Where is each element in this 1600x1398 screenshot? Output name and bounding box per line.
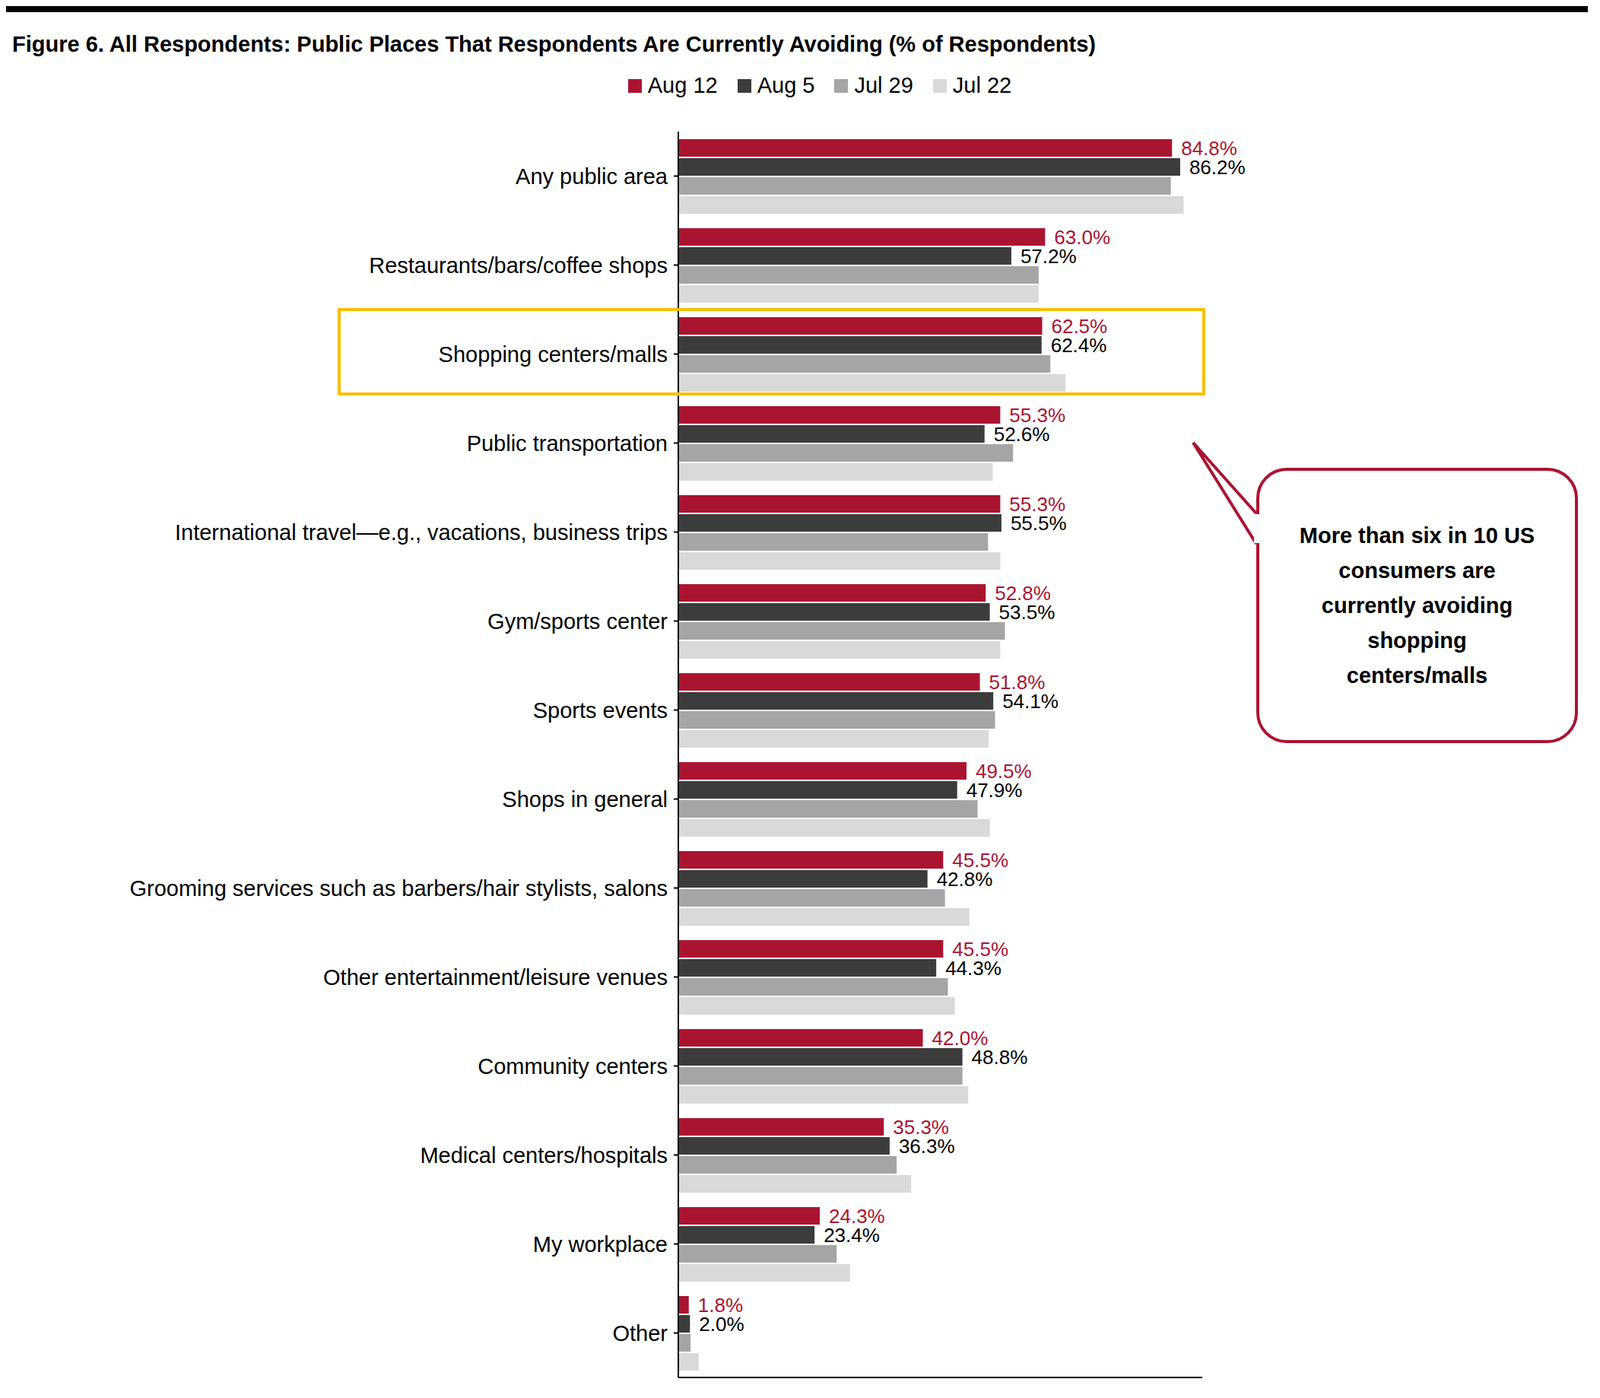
svg-text:24.3%: 24.3% — [828, 1204, 886, 1228]
svg-text:86.2%: 86.2% — [1189, 155, 1246, 179]
svg-text:Gym/sports center: Gym/sports center — [487, 609, 668, 634]
svg-text:51.8%: 51.8% — [989, 670, 1046, 694]
svg-text:84.8%: 84.8% — [1181, 136, 1238, 160]
svg-text:Any public area: Any public area — [515, 164, 669, 189]
svg-text:55.3%: 55.3% — [1009, 492, 1066, 516]
html-text:Aug 12: Aug 12 — [647, 73, 718, 98]
svg-text:Public transportation: Public transportation — [466, 431, 668, 456]
svg-text:2.0%: 2.0% — [698, 1312, 744, 1336]
svg-text:52.8%: 52.8% — [994, 581, 1051, 605]
html-text:Jul 29: Jul 29 — [854, 73, 914, 98]
svg-text:62.4%: 62.4% — [1050, 333, 1108, 357]
html-text:Figure 6. All Respondents: Pub: Figure 6. All Respondents: Public Places… — [12, 31, 1096, 57]
svg-text:Grooming services such as barb: Grooming services such as barbers/hair s… — [129, 876, 668, 901]
svg-text:Shops in general: Shops in general — [501, 787, 668, 812]
svg-text:62.5%: 62.5% — [1051, 314, 1108, 338]
html-text:Aug 5: Aug 5 — [757, 73, 815, 98]
html-text:Jul 22: Jul 22 — [952, 73, 1012, 98]
svg-text:Other entertainment/leisure ve: Other entertainment/leisure venues — [323, 965, 668, 990]
svg-text:47.9%: 47.9% — [966, 778, 1023, 802]
svg-text:Community centers: Community centers — [477, 1053, 668, 1079]
svg-text:53.5%: 53.5% — [999, 600, 1056, 624]
svg-text:35.3%: 35.3% — [892, 1115, 950, 1139]
svg-text:My workplace: My workplace — [533, 1231, 668, 1257]
svg-text:44.3%: 44.3% — [945, 956, 1002, 980]
svg-text:54.1%: 54.1% — [1002, 689, 1059, 713]
svg-text:49.5%: 49.5% — [975, 759, 1032, 783]
svg-text:52.6%: 52.6% — [993, 422, 1051, 446]
svg-text:63.0%: 63.0% — [1054, 225, 1111, 249]
svg-text:55.3%: 55.3% — [1009, 403, 1066, 427]
svg-text:Medical centers/hospitals: Medical centers/hospitals — [419, 1142, 668, 1168]
svg-text:45.5%: 45.5% — [952, 848, 1009, 872]
svg-text:36.3%: 36.3% — [898, 1134, 956, 1158]
svg-text:Other: Other — [612, 1320, 668, 1346]
svg-text:45.5%: 45.5% — [952, 937, 1009, 961]
svg-text:42.8%: 42.8% — [936, 867, 994, 891]
svg-text:1.8%: 1.8% — [697, 1293, 743, 1317]
svg-text:42.0%: 42.0% — [931, 1026, 989, 1050]
svg-text:Shopping centers/malls: Shopping centers/malls — [438, 342, 668, 367]
svg-text:International travel—e.g., vac: International travel—e.g., vacations, bu… — [174, 520, 668, 545]
html-text:More than six in 10 US consume: More than six in 10 US consumers are cur… — [1299, 523, 1535, 688]
svg-text:23.4%: 23.4% — [823, 1223, 880, 1247]
svg-text:48.8%: 48.8% — [971, 1045, 1029, 1069]
svg-text:Restaurants/bars/coffee shops: Restaurants/bars/coffee shops — [368, 253, 668, 278]
svg-text:55.5%: 55.5% — [1010, 511, 1067, 535]
svg-text:57.2%: 57.2% — [1020, 244, 1077, 268]
svg-text:Sports events: Sports events — [533, 698, 668, 723]
